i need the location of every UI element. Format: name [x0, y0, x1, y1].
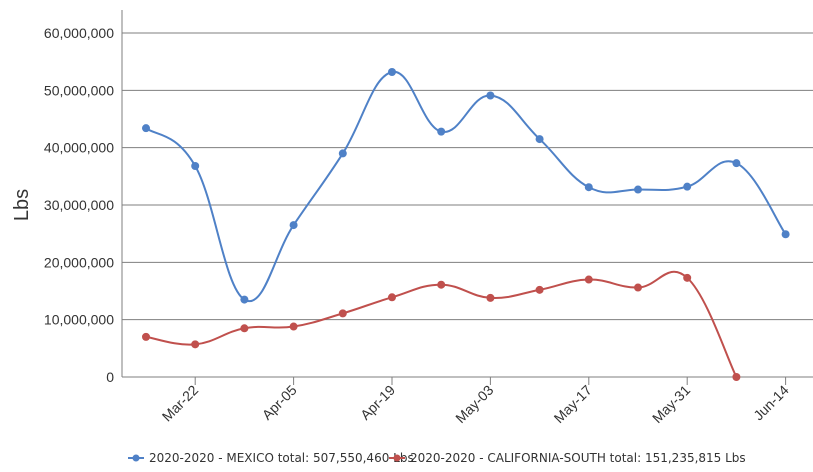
legend-label: 2020-2020 - CALIFORNIA-SOUTH total: 151,…: [410, 451, 746, 465]
x-tick-label: May-31: [649, 382, 693, 426]
data-point[interactable]: [338, 309, 347, 318]
legend-label: 2020-2020 - MEXICO total: 507,550,460 Lb…: [149, 451, 414, 465]
data-point[interactable]: [240, 295, 249, 304]
data-point[interactable]: [584, 183, 593, 192]
legend-item-1[interactable]: 2020-2020 - MEXICO total: 507,550,460 Lb…: [128, 451, 414, 465]
y-tick-label: 50,000,000: [44, 82, 114, 98]
x-tick-label: Mar-22: [159, 382, 202, 425]
series-2: [142, 270, 741, 381]
data-point[interactable]: [289, 221, 298, 230]
data-point[interactable]: [683, 273, 692, 282]
y-tick-label: 10,000,000: [44, 312, 114, 328]
data-point[interactable]: [142, 332, 150, 341]
data-point[interactable]: [732, 373, 741, 381]
data-point[interactable]: [388, 67, 396, 76]
data-point[interactable]: [191, 162, 200, 171]
y-axis-ticks: 0 10,000,000 20,000,000 30,000,000 40,000,00…: [44, 25, 114, 385]
data-point[interactable]: [142, 124, 150, 133]
x-tick-label: Jun-14: [750, 382, 792, 424]
y-tick-label: 20,000,000: [44, 254, 114, 270]
data-point[interactable]: [535, 285, 544, 294]
data-point[interactable]: [486, 91, 495, 100]
x-axis-ticks: Mar-22 Apr-05 Apr-19 May-03 May-17 May-31 Jun-…: [159, 377, 792, 426]
x-tick-label: Apr-05: [259, 382, 300, 423]
legend-swatch-marker: [132, 454, 140, 462]
y-tick-label: 0: [106, 369, 114, 385]
y-tick-label: 30,000,000: [44, 197, 114, 213]
y-tick-label: 40,000,000: [44, 140, 114, 156]
data-point[interactable]: [437, 127, 446, 136]
gridlines: [122, 32, 813, 321]
data-point[interactable]: [240, 324, 249, 333]
y-axis-label: Lbs: [11, 189, 33, 221]
x-tick-label: Apr-19: [357, 382, 398, 423]
legend[interactable]: 2020-2020 - MEXICO total: 507,550,460 Lb…: [128, 451, 746, 465]
data-point[interactable]: [781, 230, 790, 239]
data-point[interactable]: [634, 185, 642, 194]
data-point[interactable]: [732, 159, 741, 168]
data-point[interactable]: [388, 293, 396, 302]
data-point[interactable]: [535, 135, 544, 144]
x-tick-label: May-17: [551, 382, 595, 426]
data-point[interactable]: [486, 293, 495, 302]
x-tick-label: May-03: [452, 382, 496, 426]
y-tick-label: 60,000,000: [44, 25, 114, 41]
legend-item-2[interactable]: 2020-2020 - CALIFORNIA-SOUTH total: 151,…: [389, 451, 746, 465]
data-point[interactable]: [289, 322, 298, 331]
data-point[interactable]: [584, 275, 593, 284]
data-point[interactable]: [191, 340, 200, 349]
data-point[interactable]: [338, 149, 347, 158]
series-layer: [142, 67, 790, 381]
data-point[interactable]: [634, 283, 642, 292]
data-point[interactable]: [683, 182, 692, 191]
data-point[interactable]: [437, 280, 446, 289]
series-1: [142, 67, 790, 304]
legend-swatch-marker: [393, 454, 401, 462]
